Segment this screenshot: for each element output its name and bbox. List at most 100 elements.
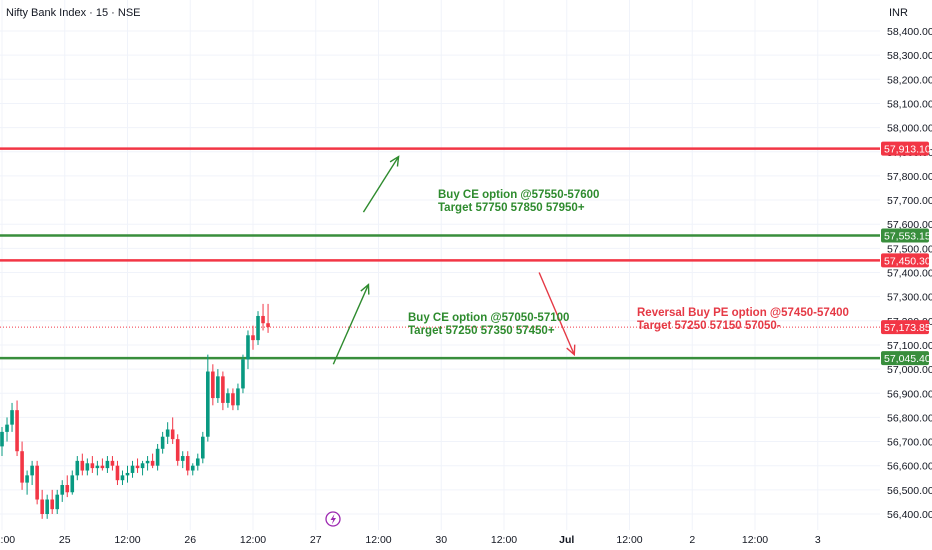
drawing-arrows (332, 155, 576, 365)
candle-body (231, 393, 235, 406)
candle-body (125, 472, 130, 476)
price-level-lines (0, 147, 880, 360)
candle-body (20, 451, 24, 483)
candle-body (25, 475, 29, 483)
candle-body (236, 388, 240, 406)
trend-arrow[interactable] (362, 155, 400, 213)
currency-label: INR (889, 7, 908, 19)
candle-body (195, 458, 200, 466)
y-tick-label: 57,400.00 (887, 268, 932, 280)
x-tick-label: 12:00 (616, 534, 642, 546)
candle-body (10, 410, 14, 425)
candle-body (45, 499, 49, 514)
y-tick-label: 58,200.00 (887, 74, 932, 86)
candle-body (80, 460, 85, 471)
y-tick-label: 58,400.00 (887, 26, 932, 38)
candle-body (115, 465, 120, 481)
trend-arrow[interactable] (332, 283, 370, 365)
y-tick-label: 57,800.00 (887, 171, 932, 183)
candle-body (75, 460, 80, 476)
candle-body (90, 463, 95, 469)
y-tick-label: 57,700.00 (887, 195, 932, 207)
price-level-badge[interactable]: 57,173.85 (881, 320, 931, 335)
candle-body (241, 359, 245, 389)
x-tick-label: 12:00 (491, 534, 517, 546)
candle-body (110, 460, 115, 466)
candle-body (130, 465, 135, 473)
price-level-badge[interactable]: 57,553.15 (881, 228, 931, 243)
candle-body (105, 460, 110, 469)
x-tick-label: 12:00 (365, 534, 391, 546)
event-marker-icon[interactable] (325, 511, 341, 527)
x-tick-label: 2 (689, 534, 695, 546)
candle-body (95, 465, 100, 469)
candle-body (216, 376, 220, 399)
y-tick-label: 56,600.00 (887, 461, 932, 473)
trend-arrow[interactable] (538, 272, 576, 357)
candle-body (266, 323, 270, 328)
candle-body (256, 315, 260, 341)
price-level-badge[interactable]: 57,450.30 (881, 253, 931, 268)
x-tick-label: Jul (559, 534, 574, 546)
svg-text:57,173.85: 57,173.85 (884, 322, 931, 334)
candle-body (165, 429, 170, 437)
price-axis[interactable]: 56,400.00 56,500.00 56,600.00 56,700.00 56,8… (881, 26, 932, 521)
y-tick-label: 56,700.00 (887, 437, 932, 449)
candle-body (15, 410, 19, 452)
candle-body (221, 376, 225, 403)
price-level-badge[interactable]: 57,913.10 (881, 141, 931, 156)
candle-body (40, 499, 44, 514)
svg-text:57,045.40: 57,045.40 (884, 353, 931, 365)
x-tick-label: 12:00 (742, 534, 768, 546)
candle-body (155, 448, 160, 466)
svg-text:57,450.30: 57,450.30 (884, 255, 931, 267)
candles (0, 303, 270, 519)
candle-body (180, 456, 185, 461)
y-tick-label: 58,000.00 (887, 123, 932, 135)
price-level-badge[interactable]: 57,045.40 (881, 351, 931, 366)
x-tick-label: 3 (815, 534, 821, 546)
candle-body (100, 465, 105, 469)
candle-body (170, 429, 175, 440)
y-tick-label: 57,100.00 (887, 340, 932, 352)
y-tick-label: 58,300.00 (887, 50, 932, 62)
candle-body (0, 431, 4, 447)
candle-body (5, 424, 9, 432)
candle-body (85, 463, 90, 471)
y-tick-label: 56,400.00 (887, 509, 932, 521)
x-tick-label: 12:00 (0, 534, 15, 546)
time-axis[interactable]: 12:00 25 12:00 26 12:00 27 12:00 30 12:00 Jul 12:0… (0, 534, 821, 546)
candle-body (206, 371, 210, 437)
annotation-text[interactable]: Buy CE option @57050-57100 Target 57250 5… (408, 312, 569, 337)
x-tick-label: 12:00 (114, 534, 140, 546)
x-tick-label: 26 (184, 534, 196, 546)
candle-body (35, 465, 39, 500)
x-tick-label: 27 (310, 534, 322, 546)
y-tick-label: 58,100.00 (887, 98, 932, 110)
grid-layer (0, 0, 880, 530)
annotation-text[interactable]: Buy CE option @57550-57600 Target 57750 5… (438, 189, 599, 214)
x-tick-label: 25 (59, 534, 71, 546)
y-tick-label: 56,900.00 (887, 388, 932, 400)
y-tick-label: 56,500.00 (887, 485, 932, 497)
candle-body (50, 499, 54, 510)
candle-body (135, 465, 140, 469)
y-tick-label: 57,300.00 (887, 292, 932, 304)
candle-body (70, 475, 75, 493)
y-tick-label: 57,000.00 (887, 364, 932, 376)
candle-body (251, 335, 255, 341)
candle-body (150, 460, 155, 466)
y-tick-label: 57,600.00 (887, 219, 932, 231)
candle-body (160, 436, 165, 449)
y-tick-label: 56,800.00 (887, 412, 932, 424)
candle-body (190, 465, 195, 471)
svg-text:57,913.10: 57,913.10 (884, 144, 931, 156)
chart-title: Nifty Bank Index · 15 · NSE (6, 7, 141, 19)
annotation-text[interactable]: Reversal Buy PE option @57450-57400 Targe… (637, 307, 849, 332)
text-annotations: Buy CE option @57550-57600 Target 57750 5… (408, 189, 849, 337)
svg-text:57,553.15: 57,553.15 (884, 231, 931, 243)
candle-body (175, 439, 180, 461)
x-tick-label: 12:00 (240, 534, 266, 546)
